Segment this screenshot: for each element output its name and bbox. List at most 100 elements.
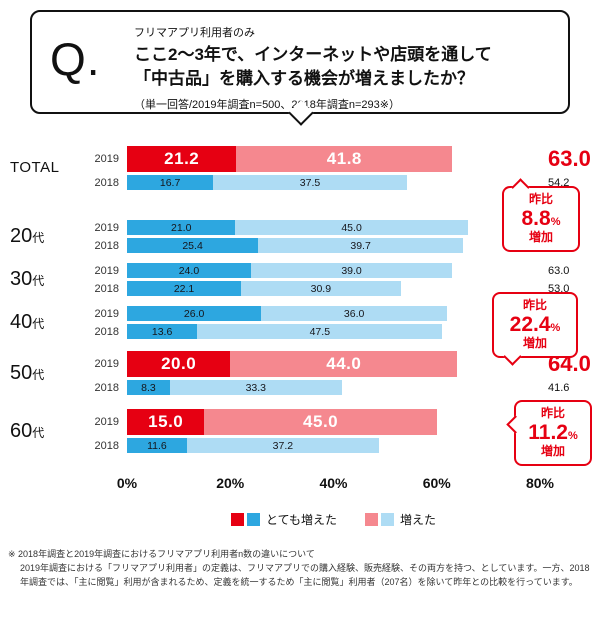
group-label-suffix: 代 [32, 274, 45, 288]
group-label: 20代 [0, 225, 62, 248]
q-mark: Q. [50, 33, 101, 85]
bar-segment: 33.3 [169, 380, 342, 395]
bar-segment: 25.4 [127, 238, 259, 253]
stacked-bar: 8.3 33.3 [127, 380, 540, 395]
legend-label: 増えた [400, 513, 437, 527]
x-axis-tick: 20% [216, 475, 245, 491]
group-label: 50代 [0, 362, 62, 385]
bar-total: 63.0 [548, 264, 570, 277]
group-label-text: 30 [10, 268, 33, 290]
year-label: 2019 [94, 153, 119, 165]
bar-row-30s-2019: 2019 24.0 39.0 63.0 [62, 263, 600, 278]
callout-number: 22.4 [509, 313, 551, 336]
year-label: 2019 [94, 416, 119, 428]
bar-segment: 21.0 [127, 220, 236, 235]
footnote: ※ 2018年調査と2019年調査におけるフリマアプリ利用者n数の違いについて … [8, 548, 594, 590]
group-label-text: 60 [10, 419, 33, 442]
bar-row-total-2019: 2019 21.2 41.8 63.0 [62, 146, 600, 172]
footnote-title: ※ 2018年調査と2019年調査におけるフリマアプリ利用者n数の違いについて [8, 549, 315, 559]
bar-segment: 20.0 [127, 351, 231, 377]
legend-swatch [246, 513, 260, 526]
chart-group-30s: 30代 2019 24.0 39.0 63.0 2018 22.1 30.9 53.0 [0, 263, 600, 296]
bar-segment: 11.6 [127, 438, 187, 453]
bar-segment: 39.7 [258, 238, 464, 253]
stacked-bar: 26.0 36.0 [127, 306, 540, 321]
stacked-bar: 15.0 45.0 [127, 409, 540, 435]
stacked-bar: 22.1 30.9 [127, 281, 540, 296]
group-label-suffix: 代 [32, 425, 45, 440]
bar-segment: 26.0 [127, 306, 262, 321]
question-box: Q. フリマアプリ利用者のみ ここ2〜3年で、インターネットや店頭を通して 「中… [30, 10, 570, 126]
bar-segment: 37.5 [213, 175, 407, 190]
callout-percent-sign: % [550, 322, 561, 334]
bar-row-50s-2018: 2018 8.3 33.3 41.6 [62, 380, 600, 395]
year-label: 2019 [94, 307, 119, 320]
bar-segment: 39.0 [250, 263, 453, 278]
callout-50s-increase: 昨比 22.4% 増加 [492, 292, 578, 366]
question-note: （単一回答/2019年調査n=500、2018年調査n=293※） [134, 99, 401, 112]
callout-label-bottom: 増加 [540, 444, 565, 459]
group-label-text: TOTAL [10, 159, 60, 176]
callout-number: 8.8 [521, 207, 551, 230]
year-label: 2019 [94, 264, 119, 277]
question-title: ここ2〜3年で、インターネットや店頭を通して 「中古品」を購入する機会が増えまし… [134, 43, 554, 91]
stacked-bar: 21.2 41.8 [127, 146, 540, 172]
stacked-bar: 16.7 37.5 [127, 175, 540, 190]
callout-total-increase: 昨比 8.8% 増加 [502, 178, 580, 253]
x-axis-tick: 40% [319, 475, 348, 491]
callout-60s-increase: 昨比 11.2% 増加 [506, 400, 592, 467]
bar-row-50s-2019: 2019 20.0 44.0 64.0 [62, 351, 600, 377]
callout-value: 22.4% [500, 313, 570, 336]
year-label: 2018 [94, 176, 119, 189]
callout-percent-sign: % [550, 216, 561, 228]
x-axis: 0% 20% 40% 60% 80% [117, 475, 554, 493]
bar-segment: 8.3 [127, 380, 170, 395]
bar-segment: 45.0 [204, 409, 437, 435]
legend-label: とても増えた [265, 513, 338, 527]
legend-swatch [365, 513, 379, 526]
callout-number: 11.2 [528, 421, 568, 444]
group-label: 30代 [0, 268, 62, 291]
x-axis-tick: 0% [116, 475, 138, 491]
stacked-bar: 13.6 47.5 [127, 324, 540, 339]
bar-segment: 22.1 [127, 281, 242, 296]
question-title-line2: 「中古品」を購入する機会が増えましたか？ [134, 69, 474, 89]
legend-swatch-pair [365, 513, 395, 526]
legend-swatch [381, 513, 395, 526]
bar-segment: 24.0 [127, 263, 251, 278]
bar-row-30s-2018: 2018 22.1 30.9 53.0 [62, 281, 600, 296]
chart-group-50s: 50代 2019 20.0 44.0 64.0 2018 8.3 33.3 41.6 [0, 351, 600, 395]
stacked-bar: 25.4 39.7 [127, 238, 540, 253]
bar-total: 41.6 [548, 381, 570, 394]
bar-segment: 16.7 [127, 175, 214, 190]
group-label-suffix: 代 [32, 367, 45, 382]
callout-label-top: 昨比 [540, 406, 565, 420]
callout-percent-sign: % [567, 430, 578, 442]
group-label-suffix: 代 [32, 317, 45, 331]
group-label: 60代 [0, 420, 62, 443]
year-label: 2018 [94, 282, 119, 295]
legend-swatch [230, 513, 244, 526]
callout-value: 11.2% [522, 421, 584, 444]
legend-item: 増えた [365, 511, 436, 528]
group-label-suffix: 代 [32, 231, 45, 245]
question-eyebrow: フリマアプリ利用者のみ [134, 27, 255, 39]
legend-item: とても増えた [230, 511, 338, 528]
year-label: 2018 [94, 381, 119, 394]
bar-total: 63.0 [548, 146, 591, 171]
bar-segment: 36.0 [261, 306, 448, 321]
callout-value: 8.8% [510, 207, 572, 230]
x-axis-tick: 60% [422, 475, 451, 491]
stacked-bar: 24.0 39.0 [127, 263, 540, 278]
bar-segment: 45.0 [235, 220, 468, 235]
bar-row-total-2018: 2018 16.7 37.5 54.2 [62, 175, 600, 190]
group-label-text: 40 [10, 311, 33, 333]
year-label: 2019 [94, 358, 119, 370]
bar-segment: 13.6 [127, 324, 198, 339]
legend: とても増えた 増えた [127, 511, 540, 528]
bar-segment: 37.2 [186, 438, 379, 453]
group-label: TOTAL [0, 159, 62, 177]
stacked-bar: 11.6 37.2 [127, 438, 540, 453]
